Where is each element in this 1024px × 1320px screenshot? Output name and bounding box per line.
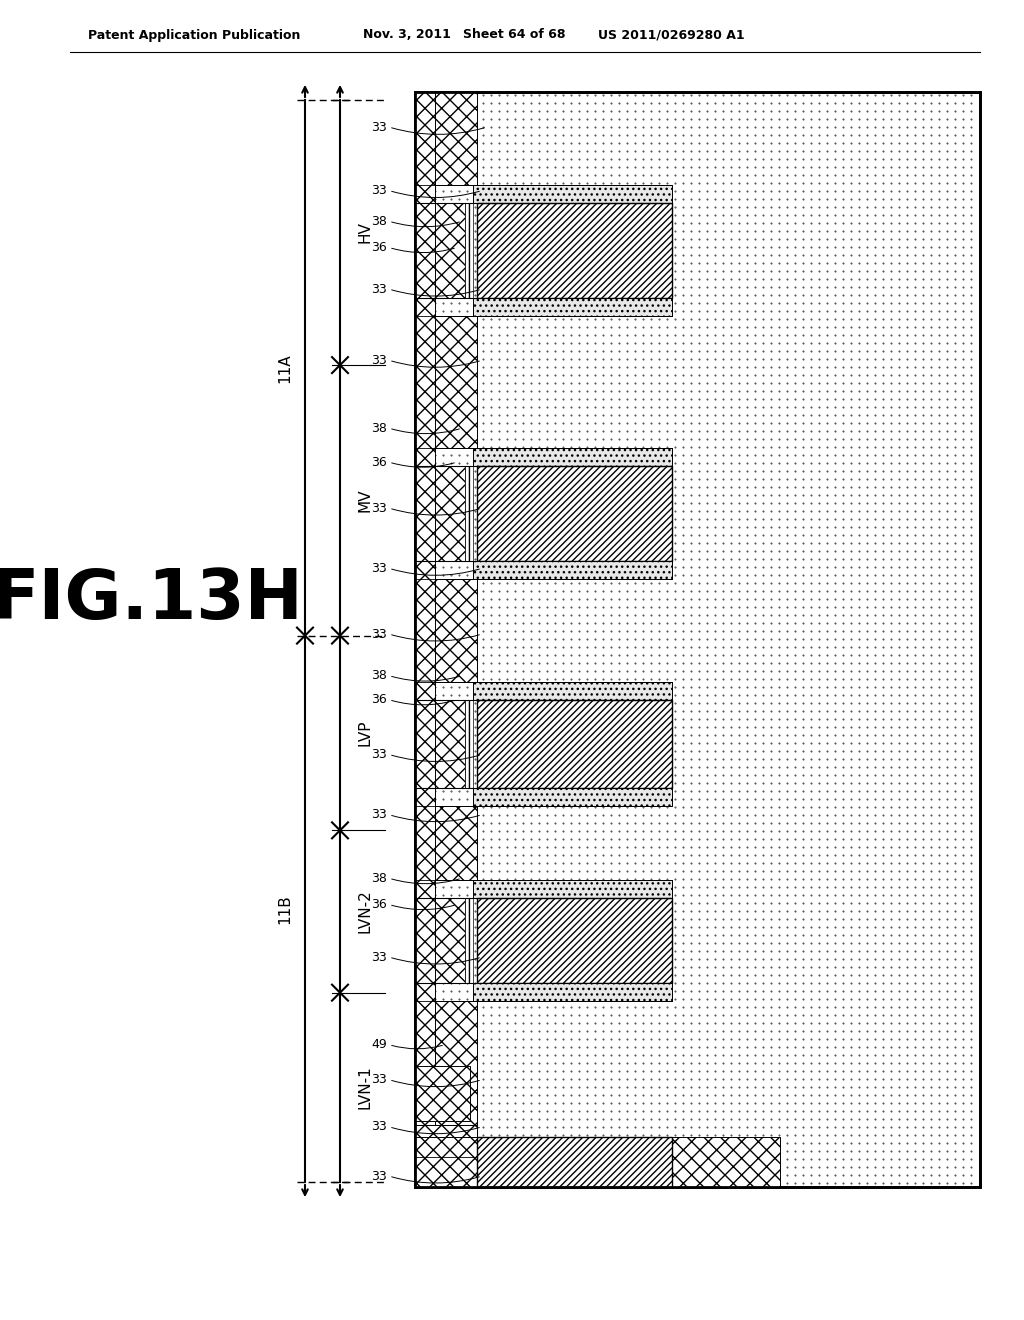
- Bar: [473, 561, 672, 579]
- Bar: [415, 92, 980, 1187]
- Text: 33: 33: [372, 183, 387, 197]
- Text: Nov. 3, 2011: Nov. 3, 2011: [362, 29, 451, 41]
- Text: 33: 33: [372, 1121, 387, 1134]
- Bar: [473, 185, 672, 203]
- Bar: [473, 298, 672, 317]
- Text: 33: 33: [372, 808, 387, 821]
- Bar: [473, 788, 672, 805]
- Text: 38: 38: [371, 669, 387, 682]
- Bar: [415, 1137, 780, 1187]
- Bar: [435, 1001, 477, 1187]
- Bar: [415, 1067, 470, 1122]
- Text: 33: 33: [372, 282, 387, 296]
- Text: 33: 33: [372, 562, 387, 574]
- Text: LVP: LVP: [357, 719, 373, 746]
- Text: MV: MV: [357, 488, 373, 512]
- Text: 38: 38: [371, 871, 387, 884]
- Text: 33: 33: [372, 120, 387, 133]
- Text: 33: 33: [372, 627, 387, 640]
- Bar: [435, 579, 477, 681]
- Bar: [435, 466, 465, 561]
- Bar: [465, 700, 473, 788]
- Text: 36: 36: [372, 242, 387, 253]
- Text: Patent Application Publication: Patent Application Publication: [88, 29, 300, 41]
- Bar: [465, 203, 473, 298]
- Text: LVN-1: LVN-1: [357, 1065, 373, 1109]
- Text: 36: 36: [372, 898, 387, 911]
- Text: LVN-2: LVN-2: [357, 890, 373, 933]
- Bar: [435, 700, 465, 788]
- Bar: [435, 317, 477, 447]
- Bar: [477, 898, 672, 983]
- Text: US 2011/0269280 A1: US 2011/0269280 A1: [598, 29, 744, 41]
- Text: 36: 36: [372, 455, 387, 469]
- Text: HV: HV: [357, 222, 373, 243]
- Text: 11A: 11A: [278, 352, 293, 383]
- Text: 33: 33: [372, 354, 387, 367]
- Bar: [435, 898, 465, 983]
- Bar: [473, 447, 672, 466]
- Bar: [415, 92, 980, 1187]
- Text: FIG.13H: FIG.13H: [0, 566, 304, 634]
- Text: Sheet 64 of 68: Sheet 64 of 68: [463, 29, 565, 41]
- Text: 36: 36: [372, 693, 387, 706]
- Bar: [473, 880, 672, 898]
- Text: 49: 49: [372, 1038, 387, 1051]
- Bar: [465, 898, 473, 983]
- Bar: [477, 700, 672, 788]
- Bar: [465, 466, 473, 561]
- Text: 38: 38: [371, 215, 387, 228]
- Bar: [477, 203, 672, 298]
- Bar: [435, 92, 477, 185]
- Text: 33: 33: [372, 748, 387, 760]
- Bar: [415, 1125, 477, 1158]
- Text: 11B: 11B: [278, 894, 293, 924]
- Bar: [477, 466, 672, 561]
- Bar: [435, 805, 477, 880]
- Text: 38: 38: [371, 421, 387, 434]
- Bar: [473, 983, 672, 1001]
- Text: 33: 33: [372, 1073, 387, 1086]
- Bar: [415, 92, 435, 1187]
- Bar: [477, 1137, 672, 1187]
- Bar: [473, 681, 672, 700]
- Text: 33: 33: [372, 502, 387, 515]
- Text: 33: 33: [372, 1170, 387, 1183]
- Text: 33: 33: [372, 950, 387, 964]
- Bar: [435, 203, 465, 298]
